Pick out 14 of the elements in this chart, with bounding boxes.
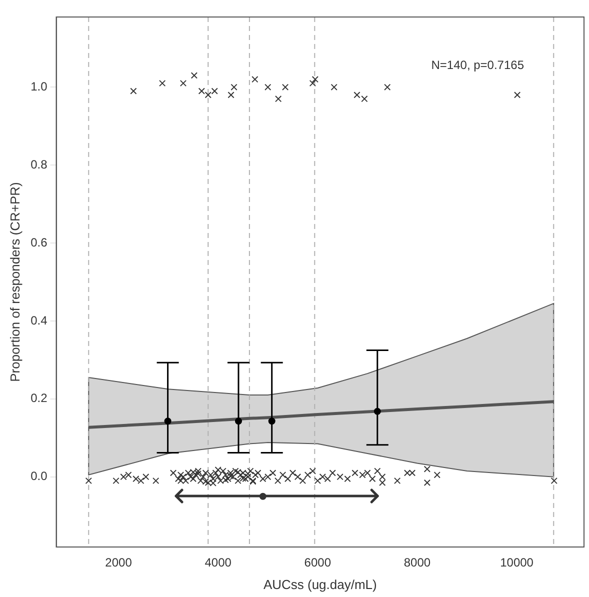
- annotation: N=140, p=0.7165: [431, 58, 524, 72]
- x-tick-label: 4000: [204, 556, 232, 570]
- y-tick-label: 0.0: [30, 469, 48, 484]
- x-tick-label: 8000: [404, 556, 431, 570]
- y-tick-label: 0.4: [30, 313, 48, 328]
- x-tick-label: 10000: [500, 556, 534, 570]
- y-tick-label: 0.2: [30, 391, 48, 406]
- x-tick-label: 6000: [304, 556, 332, 570]
- y-tick-label: 0.8: [30, 157, 48, 172]
- y-tick-label: 1.0: [30, 79, 48, 94]
- y-tick-label: 0.6: [30, 235, 48, 250]
- y-axis-title: Proportion of responders (CR+PR): [7, 182, 22, 382]
- x-axis-title: AUCss (ug.day/mL): [263, 576, 377, 592]
- x-tick-label: 2000: [105, 556, 132, 570]
